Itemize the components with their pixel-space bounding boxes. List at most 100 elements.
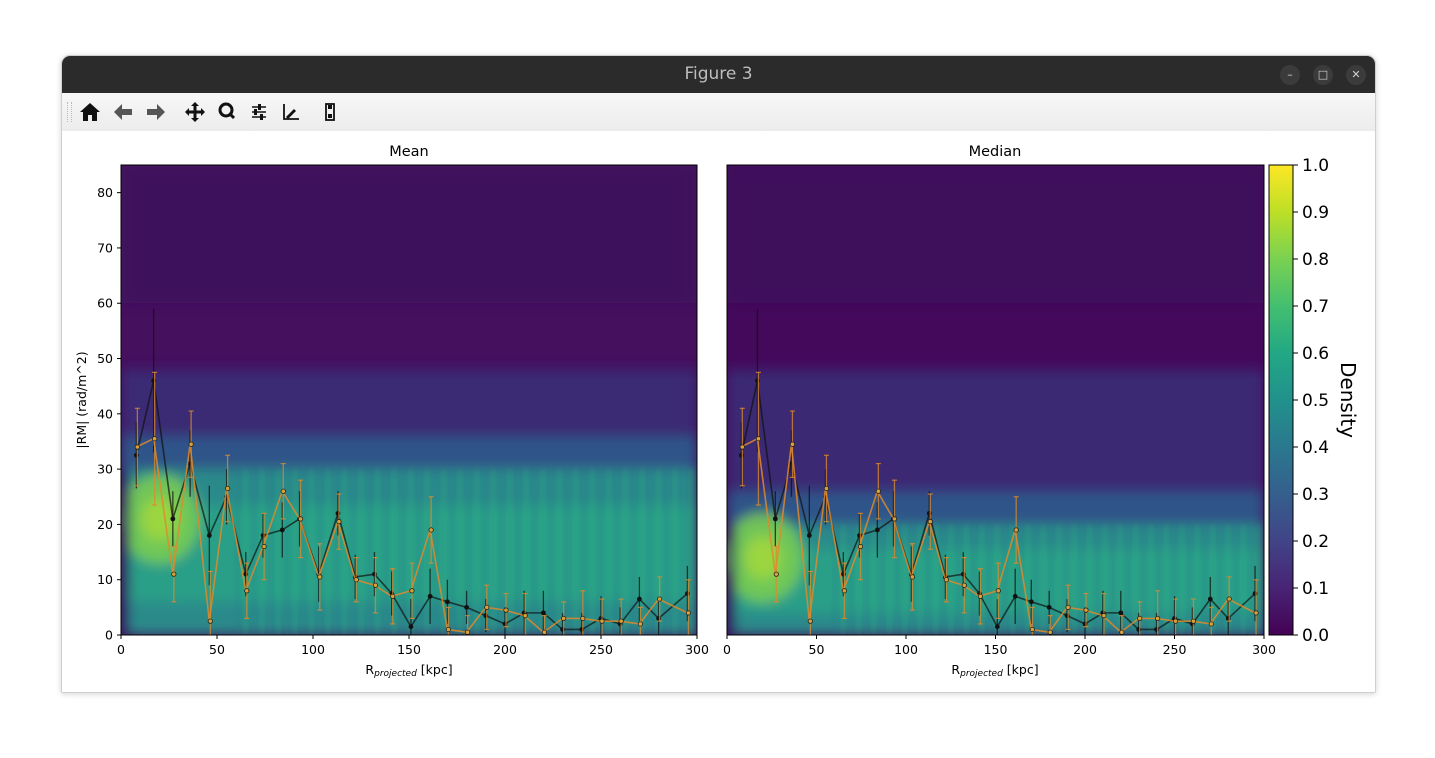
orange-series-point	[1226, 596, 1232, 602]
density-band-core	[121, 505, 697, 602]
orange-series-point	[390, 593, 396, 599]
density-stripe	[957, 524, 960, 635]
density-stripe	[442, 469, 445, 635]
black-series-point	[279, 527, 285, 533]
pan-button[interactable]	[181, 98, 209, 126]
orange-series-point	[1172, 618, 1179, 624]
move-icon	[185, 102, 205, 122]
density-stripe	[483, 469, 487, 635]
density-stripe	[582, 469, 586, 635]
save-button[interactable]	[316, 98, 344, 126]
x-tick-label: 50	[209, 642, 225, 657]
density-stripe	[360, 469, 363, 635]
black-series-line	[135, 380, 688, 631]
y-tick-label: 80	[97, 185, 113, 200]
black-series-point	[445, 599, 450, 605]
sliders-icon	[252, 104, 266, 120]
density-stripe	[368, 469, 371, 635]
home-icon	[80, 103, 100, 121]
density-stripe	[657, 469, 660, 635]
orange-series-point	[875, 488, 881, 494]
mean-x-label-sub: projected	[373, 669, 417, 679]
black-series-point	[685, 591, 690, 596]
minimize-button[interactable]: –	[1280, 65, 1300, 85]
density-stripe	[1003, 524, 1006, 635]
black-series-point	[260, 533, 266, 538]
orange-series-point	[244, 588, 250, 594]
colorbar-tick-label: 0.2	[1302, 532, 1329, 552]
density-stripe	[972, 524, 976, 635]
zoom-button[interactable]	[213, 98, 241, 126]
black-series-point	[772, 516, 778, 522]
figure-canvas[interactable]: Mean 0 50 100 150 200 250 300 0 10 20 30 40 50 60 70 8…	[62, 131, 1375, 692]
orange-series-point	[927, 519, 933, 525]
density-stripe	[384, 469, 388, 635]
orange-series-point	[1029, 626, 1035, 633]
density-stripe	[1242, 524, 1245, 635]
density-stripe	[1057, 524, 1060, 635]
back-button[interactable]	[109, 98, 137, 126]
orange-series-point	[807, 618, 813, 624]
y-tick-label: 10	[97, 572, 113, 587]
orange-series-point	[1065, 604, 1071, 610]
density-stripe	[624, 469, 627, 635]
home-button[interactable]	[76, 98, 104, 126]
density-stripe	[1088, 524, 1091, 635]
mean-x-label-unit: [kpc]	[417, 662, 453, 677]
black-series-point	[994, 624, 1000, 630]
orange-series-point	[1047, 629, 1053, 635]
density-stripe	[949, 524, 953, 635]
density-stripe	[285, 469, 288, 635]
mean-title: Mean	[389, 144, 429, 160]
mean-x-axis: 0 50 100 150 200 250 300	[117, 635, 709, 657]
x-tick-label: 150	[397, 642, 421, 657]
density-stripe	[401, 469, 404, 635]
density-top-fade	[727, 165, 1264, 304]
title-bar[interactable]: Figure 3 – □ ✕	[62, 56, 1375, 93]
x-tick-label: 100	[301, 642, 325, 657]
median-title: Median	[969, 144, 1022, 160]
density-stripe	[903, 524, 906, 635]
black-series-point	[464, 604, 469, 610]
density-stripe	[690, 469, 693, 635]
forward-button[interactable]	[142, 98, 170, 126]
density-stripe	[919, 524, 922, 635]
orange-series-point	[1013, 527, 1019, 533]
close-button[interactable]: ✕	[1346, 65, 1366, 85]
black-series-point	[1118, 610, 1124, 616]
maximize-button[interactable]: □	[1313, 65, 1333, 85]
density-stripe	[236, 469, 239, 635]
black-series-point	[960, 571, 966, 577]
x-tick-label: 300	[1252, 642, 1276, 657]
y-tick-label: 0	[105, 628, 113, 643]
orange-series-point	[409, 588, 415, 594]
density-stripe	[591, 469, 594, 635]
colorbar-tick-label: 0.8	[1302, 250, 1329, 270]
density-stripe	[467, 469, 470, 635]
density-stripe	[492, 469, 495, 635]
black-series-point	[874, 527, 880, 533]
density-stripe	[1011, 524, 1014, 635]
orange-series-point	[560, 615, 567, 622]
subplots-button[interactable]	[245, 98, 273, 126]
black-series-point	[372, 571, 377, 577]
density-left-edge	[121, 469, 129, 635]
density-stripe	[434, 469, 437, 635]
density-stripe	[1234, 524, 1237, 635]
black-series-point	[755, 378, 760, 384]
density-stripe	[1203, 524, 1207, 635]
density-stripe	[895, 524, 899, 635]
colorbar-tick-label: 0.3	[1302, 485, 1329, 505]
median-x-label-unit: [kpc]	[1003, 662, 1039, 677]
orange-series-point	[1253, 610, 1259, 616]
density-stripe	[343, 469, 346, 635]
edit-axes-button[interactable]	[277, 98, 305, 126]
density-stripe	[926, 524, 929, 635]
black-series-point	[427, 593, 433, 599]
mean-y-axis: 0 10 20 30 40 50 60 70 80	[97, 185, 121, 643]
black-series-point	[637, 596, 642, 602]
black-series-point	[541, 610, 546, 616]
density-stripe	[1165, 524, 1168, 635]
axes-edit-icon	[283, 104, 299, 120]
orange-series-point	[428, 527, 434, 533]
